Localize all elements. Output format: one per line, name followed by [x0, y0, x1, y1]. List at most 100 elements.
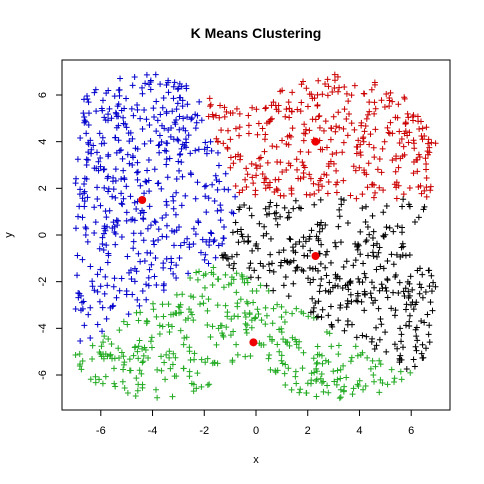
- data-point: [134, 296, 141, 303]
- data-point: [165, 301, 172, 308]
- data-point: [333, 167, 340, 174]
- data-point: [269, 260, 276, 267]
- data-point: [163, 255, 170, 262]
- data-point: [413, 156, 420, 163]
- data-point: [351, 82, 358, 89]
- data-point: [166, 354, 173, 361]
- data-point: [322, 118, 329, 125]
- data-point: [208, 230, 215, 237]
- data-point: [97, 202, 104, 209]
- data-point: [242, 353, 249, 360]
- data-point: [430, 279, 437, 286]
- data-point: [217, 202, 224, 209]
- data-point: [370, 242, 377, 249]
- data-point: [314, 91, 321, 98]
- data-point: [100, 247, 107, 254]
- data-point: [91, 89, 98, 96]
- data-point: [333, 149, 340, 156]
- data-point: [363, 115, 370, 122]
- data-point: [131, 278, 138, 285]
- data-point: [203, 209, 210, 216]
- data-point: [191, 356, 198, 363]
- data-point: [227, 110, 234, 117]
- data-point: [334, 367, 341, 374]
- data-point: [323, 144, 330, 151]
- data-point: [396, 279, 403, 286]
- data-point: [134, 387, 141, 394]
- data-point: [118, 234, 125, 241]
- data-point: [171, 79, 178, 86]
- data-point: [395, 101, 402, 108]
- data-point: [336, 395, 343, 402]
- data-point: [250, 180, 257, 187]
- data-point: [301, 121, 308, 128]
- data-point: [79, 256, 86, 263]
- data-point: [307, 279, 314, 286]
- data-point: [415, 118, 422, 125]
- data-point: [386, 224, 393, 231]
- data-point: [109, 193, 116, 200]
- data-point: [236, 132, 243, 139]
- data-point: [391, 312, 398, 319]
- data-point: [154, 394, 161, 401]
- data-point: [140, 358, 147, 365]
- data-point: [267, 366, 274, 373]
- data-point: [167, 265, 174, 272]
- data-point: [406, 312, 413, 319]
- data-point: [300, 162, 307, 169]
- data-point: [384, 294, 391, 301]
- centroid-point: [311, 137, 320, 146]
- data-point: [129, 153, 136, 160]
- data-point: [244, 279, 251, 286]
- data-point: [391, 379, 398, 386]
- data-point: [98, 343, 105, 350]
- data-point: [122, 121, 129, 128]
- data-point: [369, 335, 376, 342]
- data-point: [369, 181, 376, 188]
- data-point: [365, 160, 372, 167]
- data-point: [96, 349, 103, 356]
- data-point: [387, 89, 394, 96]
- data-point: [108, 115, 115, 122]
- data-point: [136, 337, 143, 344]
- data-point: [139, 207, 146, 214]
- data-point: [77, 292, 84, 299]
- data-point: [262, 104, 269, 111]
- data-point: [376, 287, 383, 294]
- data-point: [270, 268, 277, 275]
- x-tick-label: 0: [253, 425, 259, 437]
- data-point: [312, 299, 319, 306]
- data-point: [294, 264, 301, 271]
- data-point: [332, 282, 339, 289]
- data-point: [354, 381, 361, 388]
- data-point: [335, 88, 342, 95]
- data-point: [352, 257, 359, 264]
- data-point: [170, 350, 177, 357]
- data-point: [227, 136, 234, 143]
- data-point: [230, 210, 237, 217]
- data-point: [384, 277, 391, 284]
- data-point: [248, 160, 255, 167]
- data-point: [347, 192, 354, 199]
- data-point: [85, 141, 92, 148]
- data-point: [99, 380, 106, 387]
- data-point: [274, 301, 281, 308]
- data-point: [260, 263, 267, 270]
- data-point: [173, 189, 180, 196]
- data-point: [194, 276, 201, 283]
- data-point: [205, 296, 212, 303]
- data-point: [124, 321, 131, 328]
- data-point: [388, 305, 395, 312]
- data-point: [145, 177, 152, 184]
- data-point: [262, 185, 269, 192]
- data-point: [377, 376, 384, 383]
- data-point: [130, 112, 137, 119]
- data-point: [331, 71, 338, 78]
- data-point: [236, 110, 243, 117]
- data-point: [194, 112, 201, 119]
- data-point: [214, 302, 221, 309]
- data-point: [162, 212, 169, 219]
- data-point: [271, 189, 278, 196]
- data-point: [414, 337, 421, 344]
